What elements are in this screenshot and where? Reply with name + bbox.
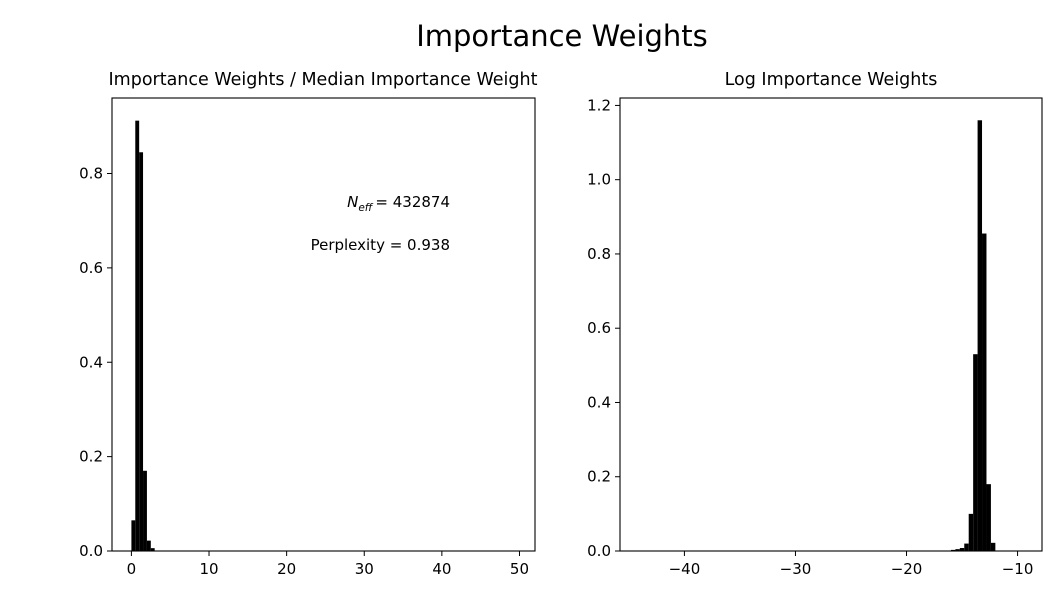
- histogram-bar: [982, 233, 987, 551]
- histogram-bar: [139, 152, 144, 551]
- histogram-bar: [146, 540, 151, 551]
- panel-title: Importance Weights / Median Importance W…: [109, 70, 538, 90]
- y-tick-label: 0.6: [587, 319, 611, 337]
- y-tick-label: 0.8: [79, 165, 103, 183]
- figure-title: Importance Weights: [416, 19, 708, 53]
- x-tick-label: 0: [127, 560, 137, 578]
- x-axis: 0 10 20 30 40 50: [127, 551, 529, 578]
- histogram-bar: [973, 354, 978, 551]
- histogram-bar: [135, 120, 140, 552]
- x-tick-label: −40: [669, 560, 701, 578]
- y-tick-label: 0.6: [79, 259, 103, 277]
- histogram-bar: [964, 543, 969, 551]
- x-tick-label: −30: [780, 560, 812, 578]
- x-tick-label: 30: [355, 560, 374, 578]
- neff-value: = 432874: [375, 193, 450, 211]
- panel-log-weights: Log Importance Weights −40 −30 −20 −10 0.00…: [587, 70, 1043, 578]
- x-tick-label: 50: [510, 560, 529, 578]
- histogram-bar: [150, 548, 155, 551]
- histogram-bar: [986, 484, 991, 551]
- y-tick-label: 1.0: [587, 171, 611, 189]
- x-tick-label: 20: [277, 560, 296, 578]
- y-tick-label: 1.2: [587, 96, 611, 114]
- axes-frame: [111, 97, 536, 552]
- neff-annotation: Neff = 432874: [347, 193, 450, 214]
- histogram-bars: [131, 120, 155, 552]
- axes-frame: [619, 97, 1043, 552]
- histogram-bar: [990, 542, 996, 551]
- x-tick-label: 40: [432, 560, 451, 578]
- y-tick-label: 0.2: [587, 468, 611, 486]
- panel-title: Log Importance Weights: [725, 70, 938, 90]
- y-tick-label: 0.0: [587, 542, 611, 560]
- histogram-bar: [955, 549, 960, 551]
- neff-subscript: eff: [358, 202, 373, 214]
- panel-importance-ratio: Importance Weights / Median Importance W…: [79, 70, 537, 578]
- histogram-bar: [131, 520, 136, 551]
- y-tick-label: 0.4: [587, 393, 611, 411]
- x-tick-label: 10: [199, 560, 218, 578]
- x-tick-label: −20: [891, 560, 923, 578]
- y-axis: 0.0 0.2 0.4 0.6 0.8: [79, 165, 112, 560]
- histogram-bar: [959, 548, 965, 551]
- perplexity-annotation: Perplexity = 0.938: [311, 236, 450, 254]
- y-tick-label: 0.4: [79, 353, 103, 371]
- histogram-bar: [968, 513, 974, 551]
- x-tick-label: −10: [1002, 560, 1034, 578]
- x-axis: −40 −30 −20 −10: [669, 551, 1034, 578]
- y-tick-label: 0.2: [79, 448, 103, 466]
- histogram-bars: [950, 120, 996, 551]
- y-axis: 0.0 0.2 0.4 0.6 0.8 1.0 1.2: [587, 96, 620, 560]
- histogram-bar: [950, 549, 956, 551]
- histogram-bar: [977, 120, 983, 551]
- histogram-bar: [143, 470, 147, 551]
- y-tick-label: 0.0: [79, 542, 103, 560]
- neff-symbol: N: [347, 193, 358, 211]
- y-tick-label: 0.8: [587, 245, 611, 263]
